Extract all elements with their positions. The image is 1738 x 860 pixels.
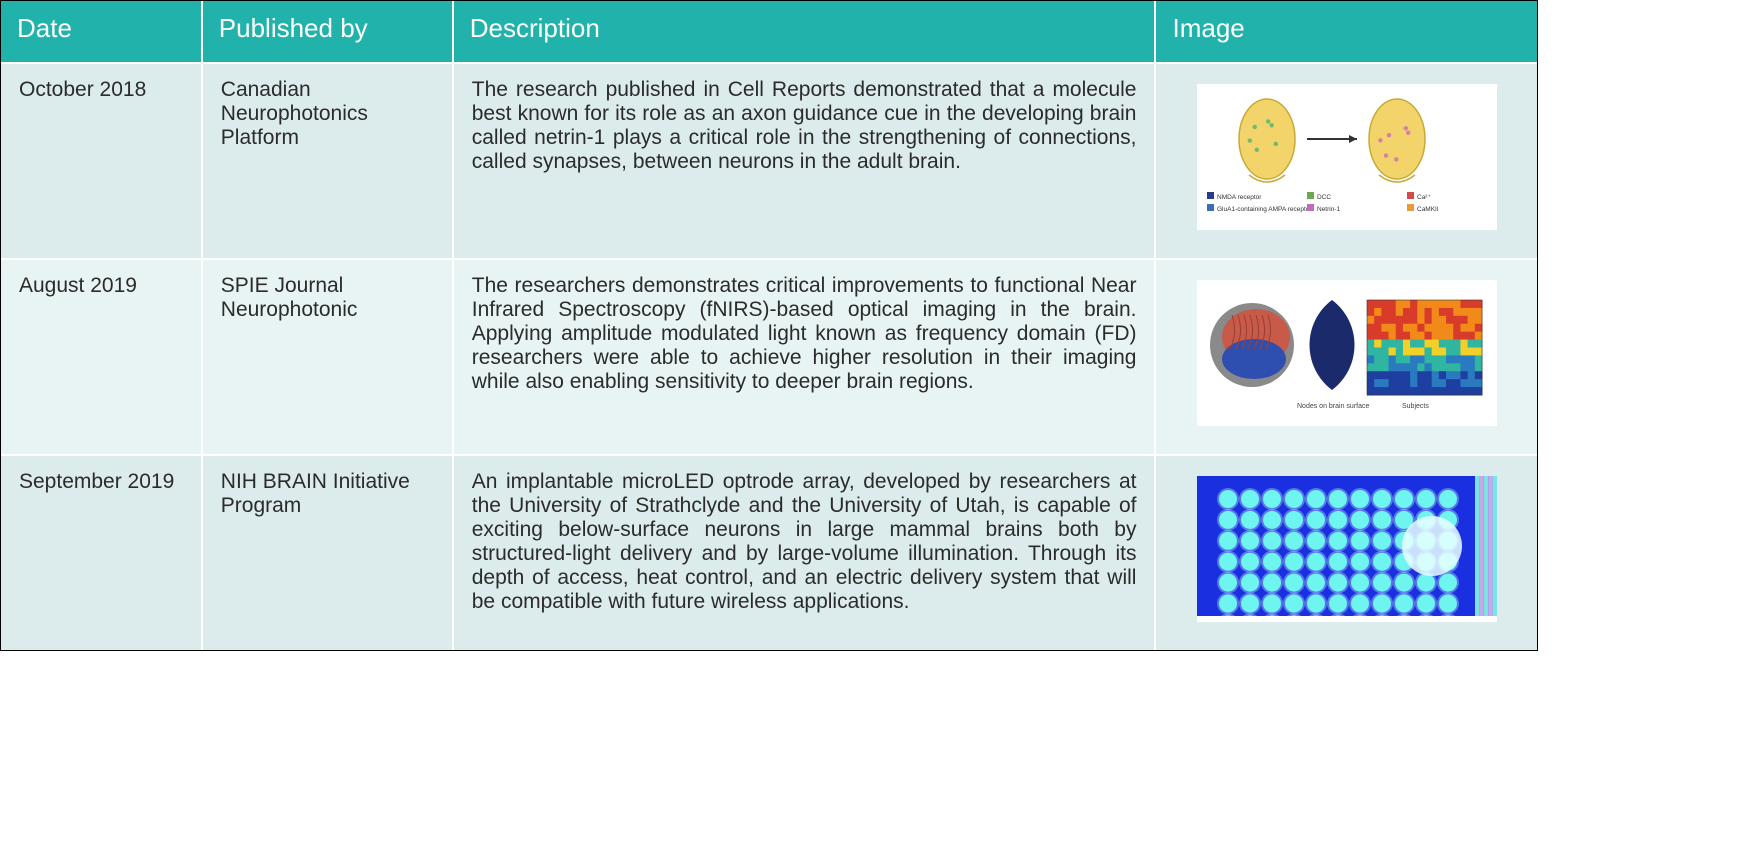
fnirs-brain-and-heatmap: Nodes on brain surface Subjects (1197, 280, 1497, 420)
cell-description: The research published in Cell Reports d… (453, 63, 1156, 259)
synapse-netrin-diagram-thumb: NMDA receptor DCC Ca²⁺ GluA1-containing AMP… (1197, 84, 1497, 230)
cell-date: September 2019 (1, 455, 202, 650)
col-header-published-by: Published by (202, 1, 453, 63)
cell-description: The researchers demonstrates critical im… (453, 259, 1156, 455)
microled-optrode-array-thumb (1197, 476, 1497, 622)
table-body: October 2018Canadian Neurophotonics Plat… (1, 63, 1537, 650)
table-row: August 2019SPIE Journal NeurophotonicThe… (1, 259, 1537, 455)
cell-image: Nodes on brain surface Subjects (1155, 259, 1537, 455)
svg-text:Netrin-1: Netrin-1 (1317, 206, 1341, 213)
cell-date: August 2019 (1, 259, 202, 455)
fnirs-brain-and-heatmap-thumb: Nodes on brain surface Subjects (1197, 280, 1497, 426)
table: Date Published by Description Image Octo… (1, 1, 1537, 650)
table-row: October 2018Canadian Neurophotonics Plat… (1, 63, 1537, 259)
cell-published-by: Canadian Neurophotonics Platform (202, 63, 453, 259)
svg-text:DCC: DCC (1317, 194, 1331, 201)
svg-text:GluA1-containing AMPA receptor: GluA1-containing AMPA receptor (1217, 206, 1312, 213)
cell-description: An implantable microLED optrode array, d… (453, 455, 1156, 650)
cell-date: October 2018 (1, 63, 202, 259)
synapse-netrin-diagram: NMDA receptor DCC Ca²⁺ GluA1-containing AMP… (1197, 84, 1497, 224)
table-header: Date Published by Description Image (1, 1, 1537, 63)
table-row: September 2019 NIH BRAIN Initiative Prog… (1, 455, 1537, 650)
col-header-date: Date (1, 1, 202, 63)
cell-image: NMDA receptor DCC Ca²⁺ GluA1-containing AMP… (1155, 63, 1537, 259)
col-header-description: Description (453, 1, 1156, 63)
svg-text:Subjects: Subjects (1402, 403, 1429, 410)
cell-published-by: NIH BRAIN Initiative Program (202, 455, 453, 650)
cell-published-by: SPIE Journal Neurophotonic (202, 259, 453, 455)
cell-image (1155, 455, 1537, 650)
research-table: Date Published by Description Image Octo… (0, 0, 1538, 651)
svg-text:NMDA receptor: NMDA receptor (1217, 194, 1262, 201)
svg-text:Ca²⁺: Ca²⁺ (1417, 194, 1431, 201)
svg-text:CaMKII: CaMKII (1417, 206, 1439, 213)
col-header-image: Image (1155, 1, 1537, 63)
svg-text:Nodes on brain surface: Nodes on brain surface (1297, 403, 1369, 410)
microled-optrode-array (1197, 476, 1497, 616)
